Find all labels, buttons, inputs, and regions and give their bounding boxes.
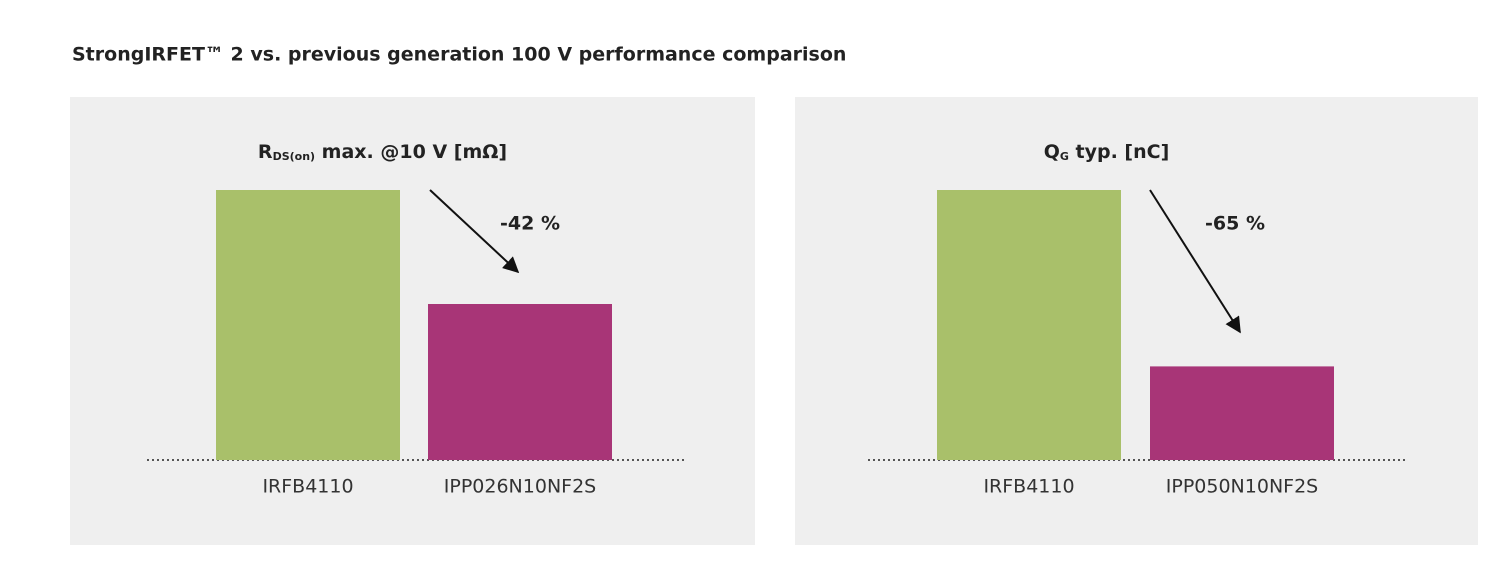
x-tick-label: IPP026N10NF2S: [444, 476, 596, 498]
annotation: -42 %: [500, 213, 560, 235]
x-tick-label: IPP050N10NF2S: [1166, 476, 1318, 498]
arrow: [429, 189, 520, 274]
title-part: Q: [1044, 141, 1060, 163]
title-part: DS(on): [273, 150, 316, 163]
x-tick-label: IRFB4110: [983, 476, 1074, 498]
title-part: typ. [nC]: [1069, 141, 1169, 163]
bar: [1150, 366, 1334, 460]
bar: [428, 304, 612, 460]
chart-title: RDS(on) max. @10 V [mΩ]: [258, 141, 507, 164]
bar: [937, 190, 1121, 460]
page-title: StrongIRFET™ 2 vs. previous generation 1…: [72, 44, 846, 66]
x-tick-label: IRFB4110: [262, 476, 353, 498]
panel: [70, 97, 755, 545]
panel: [795, 97, 1478, 545]
bar: [216, 190, 400, 460]
title-part: G: [1060, 150, 1069, 163]
title-part: max. @10 V [mΩ]: [315, 141, 507, 163]
chart-title: QG typ. [nC]: [1044, 141, 1170, 164]
title-part: R: [258, 141, 273, 163]
arrow: [1149, 189, 1241, 334]
annotation: -65 %: [1205, 213, 1265, 235]
